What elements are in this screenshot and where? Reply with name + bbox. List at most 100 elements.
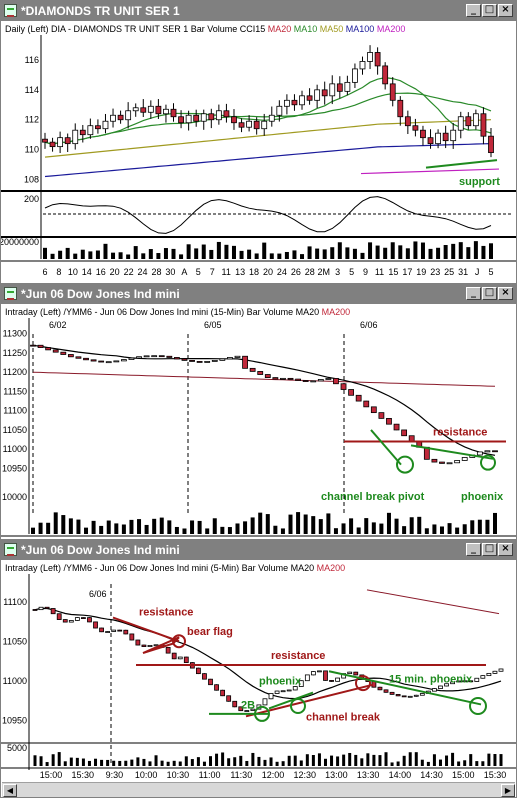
- ym-15min-chart[interactable]: Intraday (Left) /YMM6 - Jun 06 Dow Jones…: [1, 304, 516, 539]
- candle-body: [302, 380, 309, 382]
- volume-bar: [121, 524, 126, 534]
- volume-bar: [202, 761, 206, 766]
- x-tick-label: 24: [277, 267, 287, 277]
- volume-bar: [420, 759, 424, 766]
- maximize-button[interactable]: □: [482, 4, 497, 17]
- support-label: support: [459, 176, 500, 188]
- caption-part: MA50: [317, 24, 343, 34]
- candle-body: [287, 377, 294, 380]
- support-line: [425, 159, 498, 169]
- chart-background: [1, 304, 516, 539]
- volume-bar: [300, 254, 305, 259]
- volume-bar: [326, 513, 331, 534]
- candle-body: [363, 400, 370, 408]
- candle-body: [113, 360, 120, 363]
- volume-bar: [451, 752, 455, 766]
- volume-bar: [348, 752, 352, 766]
- volume-bar: [330, 247, 335, 259]
- volume-bar: [142, 758, 146, 766]
- x-tick-label: 15: [388, 267, 398, 277]
- volume-bar: [277, 253, 282, 259]
- y-tick-label: 11200: [3, 367, 27, 377]
- x-tick-label: 24: [138, 267, 148, 277]
- volume-bar: [144, 524, 149, 534]
- candle-body: [432, 688, 437, 692]
- volume-bar: [375, 245, 380, 259]
- volume-bar: [489, 243, 493, 259]
- ma20-line: [44, 92, 492, 146]
- volume-bar: [317, 753, 321, 766]
- volume-bar: [33, 755, 37, 766]
- channel-break-circle: [355, 675, 371, 692]
- minimize-button[interactable]: _: [466, 287, 481, 300]
- volume-bar: [284, 251, 289, 259]
- y-tick-label: 11250: [3, 348, 27, 358]
- volume-bar: [481, 245, 486, 259]
- volume-bar: [227, 527, 232, 534]
- volume-bar: [469, 754, 473, 766]
- candle-body: [480, 113, 487, 137]
- caption-part: Intraday (Left) /YMM6 - Jun 06 Dow Jones…: [5, 563, 288, 573]
- candle-body: [227, 357, 233, 360]
- candle-body: [196, 667, 201, 675]
- volume-bar: [129, 519, 134, 534]
- candle-body: [468, 680, 474, 683]
- volume-bar: [493, 512, 497, 534]
- chart-app-icon: [4, 4, 17, 17]
- minimize-button[interactable]: _: [466, 543, 481, 556]
- ym-5min-chart[interactable]: Intraday (Left) /YMM6 - Jun 06 Dow Jones…: [1, 560, 516, 782]
- ym-15min-window: *Jun 06 Dow Jones Ind mini _ □ × Intrada…: [0, 283, 517, 539]
- candle-body: [492, 670, 498, 674]
- volume-bar: [130, 759, 134, 766]
- close-button[interactable]: ×: [498, 4, 513, 17]
- cci-line: [44, 196, 492, 234]
- close-button[interactable]: ×: [498, 543, 513, 556]
- x-tick-label: 19: [416, 267, 426, 277]
- x-tick-label: 13:30: [357, 770, 380, 780]
- volume-bar: [216, 241, 221, 259]
- window-titlebar[interactable]: *Jun 06 Dow Jones Ind mini _ □ ×: [1, 284, 516, 304]
- volume-bar: [299, 760, 303, 766]
- maximize-button[interactable]: □: [482, 287, 497, 300]
- candle-body: [280, 377, 286, 380]
- volume-bar: [209, 756, 213, 766]
- candle-body: [81, 617, 86, 619]
- scroll-right-arrow-icon[interactable]: ▶: [501, 784, 515, 797]
- minimize-button[interactable]: _: [466, 4, 481, 17]
- close-button[interactable]: ×: [498, 287, 513, 300]
- x-tick-label: 22: [124, 267, 134, 277]
- candle-body: [219, 358, 226, 361]
- volume-bar: [39, 756, 43, 766]
- volume-bar: [462, 524, 467, 534]
- volume-bar: [94, 758, 98, 766]
- volume-bar: [148, 761, 152, 766]
- scroll-left-arrow-icon[interactable]: ◀: [3, 784, 17, 797]
- candle-body: [135, 639, 141, 646]
- volume-bar: [53, 512, 58, 534]
- candle-body: [56, 613, 62, 620]
- volume-bar: [443, 245, 448, 259]
- maximize-button[interactable]: □: [482, 543, 497, 556]
- candle-body: [232, 700, 238, 708]
- window-title: *Jun 06 Dow Jones Ind mini: [21, 543, 180, 557]
- window-titlebar[interactable]: *Jun 06 Dow Jones Ind mini _ □ ×: [1, 540, 516, 560]
- volume-bar: [293, 755, 297, 766]
- volume-bar: [159, 517, 164, 534]
- volume-bar: [100, 759, 104, 766]
- dia-daily-chart[interactable]: Daily (Left) DIA - DIAMONDS TR UNIT SER …: [1, 21, 516, 283]
- volume-tick-label: 10000: [2, 492, 27, 502]
- candle-body: [401, 429, 408, 437]
- y-tick-label: 11100: [3, 597, 27, 607]
- x-tick-label: 11: [375, 267, 384, 277]
- candle-body: [359, 61, 366, 70]
- volume-bar: [88, 251, 93, 259]
- volume-bar: [424, 528, 429, 534]
- volume-bar: [57, 752, 61, 766]
- y-tick-label: 11050: [3, 425, 27, 435]
- volume-bar: [38, 522, 43, 534]
- horizontal-scrollbar[interactable]: ◀ ▶: [2, 782, 515, 797]
- candle-body: [472, 113, 479, 127]
- volume-bar: [447, 523, 452, 534]
- candle-body: [123, 629, 129, 635]
- window-titlebar[interactable]: *DIAMONDS TR UNIT SER 1 _ □ ×: [1, 1, 516, 21]
